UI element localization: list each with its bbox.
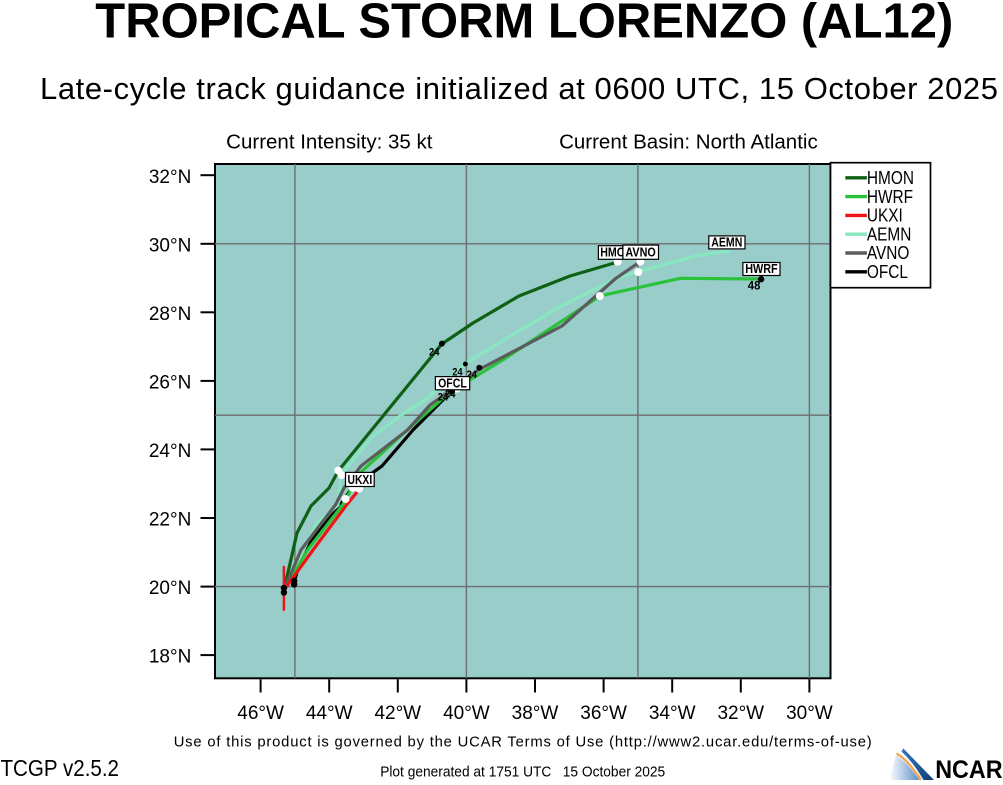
svg-text:Plot generated at 1751 UTC 1: Plot generated at 1751 UTC 15 October 20… [380,764,665,781]
svg-text:Current Basin: North Atlantic: Current Basin: North Atlantic [559,131,818,154]
svg-text:32°N: 32°N [149,167,191,188]
svg-text:OFCL: OFCL [867,262,908,282]
svg-text:24: 24 [467,369,478,381]
svg-text:TROPICAL STORM LORENZO (AL12): TROPICAL STORM LORENZO (AL12) [95,0,953,49]
svg-text:38°W: 38°W [512,703,559,724]
svg-text:24: 24 [438,392,449,404]
svg-text:22°N: 22°N [149,510,191,531]
svg-text:UKXI: UKXI [867,206,903,226]
svg-text:Late-cycle track guidance init: Late-cycle track guidance initialized at… [40,71,998,106]
svg-text:Use of this product is governe: Use of this product is governed by the U… [174,734,872,750]
svg-text:48: 48 [748,281,761,293]
svg-text:AEMN: AEMN [711,236,742,250]
svg-text:HWRF: HWRF [867,187,913,207]
svg-text:20°N: 20°N [149,578,191,599]
svg-text:AVNO: AVNO [867,243,910,263]
svg-text:TCGP v2.5.2: TCGP v2.5.2 [1,755,120,780]
svg-text:46°W: 46°W [237,703,284,724]
svg-text:HWRF: HWRF [745,262,778,276]
svg-text:24: 24 [429,347,440,359]
svg-text:40°W: 40°W [443,703,490,724]
svg-text:44°W: 44°W [306,703,353,724]
svg-text:HMON: HMON [867,168,914,188]
svg-text:28°N: 28°N [149,304,191,325]
svg-text:24°N: 24°N [149,441,191,462]
svg-text:OFCL: OFCL [438,376,467,390]
svg-text:UKXI: UKXI [348,473,373,487]
svg-text:26°N: 26°N [149,373,191,394]
svg-text:HMON: HMON [600,246,633,260]
svg-text:32°W: 32°W [717,703,764,724]
svg-text:18°N: 18°N [149,647,191,668]
svg-text:NCAR: NCAR [935,757,1003,780]
svg-text:AEMN: AEMN [867,224,912,244]
svg-text:24: 24 [452,367,463,379]
svg-text:24: 24 [445,389,456,401]
svg-text:30°W: 30°W [786,703,833,724]
svg-text:34°W: 34°W [649,703,696,724]
svg-text:36°W: 36°W [580,703,627,724]
svg-text:Current Intensity: 35 kt: Current Intensity: 35 kt [226,131,433,154]
svg-text:30°N: 30°N [149,235,191,256]
svg-text:AVNO: AVNO [625,245,656,259]
svg-text:42°W: 42°W [374,703,421,724]
